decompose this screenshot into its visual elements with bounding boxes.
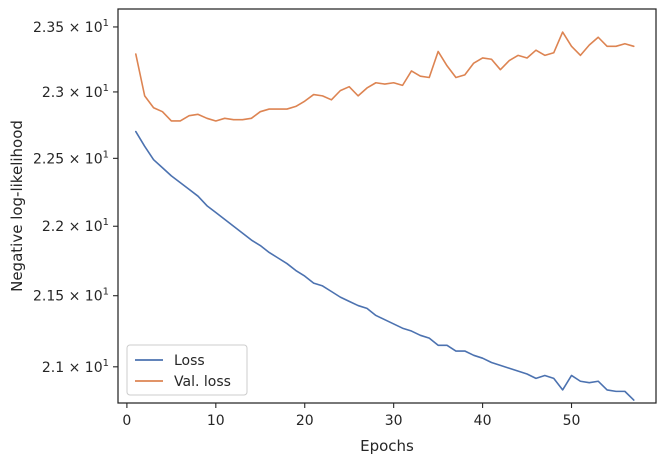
- y-tick-times: ×: [64, 289, 85, 305]
- y-tick-label: 2.1 × 101: [42, 358, 109, 376]
- y-tick-times: ×: [64, 219, 85, 235]
- legend-item: Loss: [135, 353, 205, 369]
- y-tick-times: ×: [64, 85, 85, 101]
- y-tick-exponent: 1: [103, 287, 109, 298]
- y-tick-label: 2.35 × 101: [33, 18, 109, 36]
- y-tick-base: 10: [85, 219, 103, 235]
- y-tick-label: 2.15 × 101: [33, 287, 109, 305]
- x-axis-label: Epochs: [360, 437, 414, 455]
- y-tick-exponent: 1: [103, 217, 109, 228]
- x-tick-label: 50: [563, 413, 581, 429]
- y-tick-times: ×: [64, 20, 85, 36]
- x-tick-label: 30: [385, 413, 403, 429]
- y-tick-label: 2.2 × 101: [42, 217, 109, 235]
- y-tick-label: 2.3 × 101: [42, 83, 109, 101]
- legend-item: Val. loss: [135, 374, 231, 390]
- legend-box: [126, 344, 248, 396]
- y-tick-exponent: 1: [103, 149, 109, 160]
- y-tick-base: 10: [85, 360, 103, 376]
- legend-label: Val. loss: [174, 374, 231, 390]
- y-tick-exponent: 1: [103, 358, 109, 369]
- y-tick-exponent: 1: [103, 83, 109, 94]
- y-tick-times: ×: [64, 360, 85, 376]
- y-tick-times: ×: [64, 151, 85, 167]
- y-tick-exponent: 1: [103, 18, 109, 29]
- y-tick-base: 10: [85, 289, 103, 305]
- y-tick-mantissa: 2.35: [33, 20, 64, 36]
- series-line-2: [134, 31, 635, 122]
- y-tick-base: 10: [85, 85, 103, 101]
- x-axis: 0 10 20 30 40 50: [122, 403, 580, 429]
- x-tick-label: 20: [296, 413, 314, 429]
- x-tick-label: 40: [474, 413, 492, 429]
- legend-label: Loss: [174, 353, 205, 369]
- x-tick-label: 0: [122, 413, 131, 429]
- y-tick-base: 10: [85, 20, 103, 36]
- y-tick-base: 10: [85, 151, 103, 167]
- y-axis-label: Negative log-likelihood: [8, 120, 26, 292]
- y-tick-mantissa: 2.1: [42, 360, 64, 376]
- y-tick-label: 2.25 × 101: [33, 149, 109, 167]
- x-tick-label: 10: [207, 413, 225, 429]
- series-line-1: [134, 130, 635, 401]
- y-tick-mantissa: 2.3: [42, 85, 64, 101]
- y-tick-mantissa: 2.25: [33, 151, 64, 167]
- y-tick-mantissa: 2.2: [42, 219, 64, 235]
- plot-frame: [117, 8, 657, 404]
- series-layer: [134, 31, 635, 401]
- legend: Loss Val. loss: [126, 344, 248, 396]
- y-tick-mantissa: 2.15: [33, 289, 64, 305]
